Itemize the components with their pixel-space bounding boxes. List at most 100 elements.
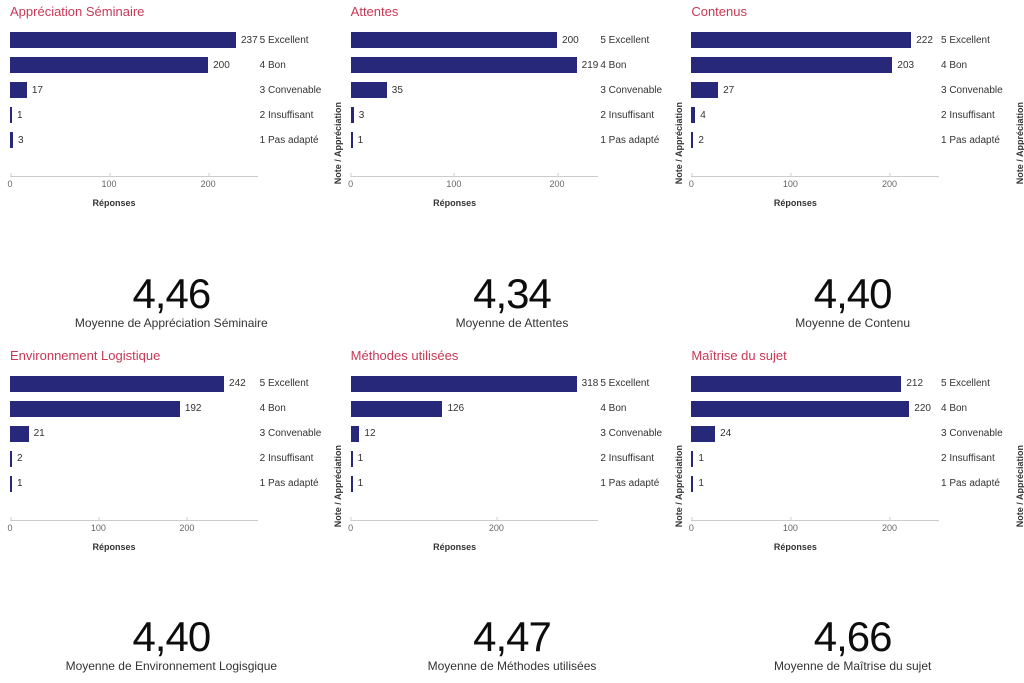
panel-title: Appréciation Séminaire bbox=[10, 4, 333, 19]
bar-rect bbox=[10, 451, 12, 467]
bar-value-label: 1 bbox=[358, 135, 364, 146]
bar-value-label: 1 bbox=[698, 478, 704, 489]
bar-row: 243 Convenable bbox=[691, 423, 939, 445]
bar-value-label: 242 bbox=[229, 378, 246, 389]
bar-value-label: 17 bbox=[32, 85, 43, 96]
x-tick: 100 bbox=[783, 521, 798, 533]
metric-label: Moyenne de Maîtrise du sujet bbox=[691, 659, 1014, 673]
bar-row: 12 Insuffisant bbox=[351, 448, 599, 470]
bar-category-label: 2 Insuffisant bbox=[941, 110, 1011, 121]
bar-row: 11 Pas adapté bbox=[351, 129, 599, 151]
bar-rect bbox=[10, 376, 224, 392]
bar-category-label: 4 Bon bbox=[941, 403, 1011, 414]
bar-category-label: 1 Pas adapté bbox=[260, 135, 330, 146]
bar-category-label: 5 Excellent bbox=[260, 35, 330, 46]
bar-category-label: 5 Excellent bbox=[260, 378, 330, 389]
bar-category-label: 1 Pas adapté bbox=[600, 478, 670, 489]
bar-value-label: 1 bbox=[358, 453, 364, 464]
metric-value: 4,40 bbox=[691, 270, 1014, 318]
bar-category-label: 5 Excellent bbox=[941, 35, 1011, 46]
bar-value-label: 192 bbox=[185, 403, 202, 414]
bar-rect bbox=[351, 476, 353, 492]
bar-value-label: 3 bbox=[359, 110, 365, 121]
bar-category-label: 1 Pas adapté bbox=[600, 135, 670, 146]
bar-rect bbox=[351, 132, 353, 148]
panel-title: Méthodes utilisées bbox=[351, 348, 674, 363]
x-axis-label: Réponses bbox=[433, 198, 476, 208]
bar-rect bbox=[691, 82, 718, 98]
metric-value: 4,66 bbox=[691, 613, 1014, 661]
bars-area: 2005 Excellent2194 Bon353 Convenable32 I… bbox=[351, 29, 674, 174]
metric-value: 4,47 bbox=[351, 613, 674, 661]
x-tick: 100 bbox=[783, 177, 798, 189]
bar-rect bbox=[10, 426, 29, 442]
x-axis-label: Réponses bbox=[774, 542, 817, 552]
x-tick: 200 bbox=[201, 177, 216, 189]
bar-value-label: 126 bbox=[447, 403, 464, 414]
panel-attentes: Attentes 2005 Excellent2194 Bon353 Conve… bbox=[351, 4, 674, 336]
bar-category-label: 2 Insuffisant bbox=[260, 110, 330, 121]
x-tick: 200 bbox=[882, 521, 897, 533]
metric-label: Moyenne de Méthodes utilisées bbox=[351, 659, 674, 673]
x-tick: 0 bbox=[7, 521, 12, 533]
bar-rect bbox=[10, 132, 13, 148]
bar-value-label: 1 bbox=[17, 110, 23, 121]
bar-value-label: 4 bbox=[700, 110, 706, 121]
bar-value-label: 220 bbox=[914, 403, 931, 414]
bar-chart: 2375 Excellent 2004 Bon 173 Convenable 1 2 I… bbox=[10, 29, 333, 174]
x-axis-label: Réponses bbox=[774, 198, 817, 208]
bar-value-label: 1 bbox=[698, 453, 704, 464]
bar-value-label: 2 bbox=[698, 135, 704, 146]
metric-value: 4,34 bbox=[351, 270, 674, 318]
bars-area: 2225 Excellent2034 Bon273 Convenable42 I… bbox=[691, 29, 1014, 174]
bar-row: 2425 Excellent bbox=[10, 373, 258, 395]
panel-environnement: Environnement Logistique 2425 Excellent1… bbox=[10, 348, 333, 680]
bar-category-label: 4 Bon bbox=[600, 60, 670, 71]
bar-value-label: 200 bbox=[213, 60, 230, 71]
x-axis-label: Réponses bbox=[93, 542, 136, 552]
x-axis: Réponses 0100200 bbox=[351, 176, 599, 198]
bar-value-label: 2 bbox=[17, 453, 23, 464]
metric-block: 4,66 Moyenne de Maîtrise du sujet bbox=[691, 613, 1014, 679]
bar-row: 2004 Bon bbox=[10, 54, 258, 76]
bar-chart: 3185 Excellent1264 Bon123 Convenable12 I… bbox=[351, 373, 674, 518]
bar-rect bbox=[10, 401, 180, 417]
bar-row: 1924 Bon bbox=[10, 398, 258, 420]
bar-value-label: 219 bbox=[582, 60, 599, 71]
x-tick: 200 bbox=[489, 521, 504, 533]
panel-methodes: Méthodes utilisées 3185 Excellent1264 Bo… bbox=[351, 348, 674, 680]
bar-value-label: 35 bbox=[392, 85, 403, 96]
bar-row: 2005 Excellent bbox=[351, 29, 599, 51]
bar-category-label: 4 Bon bbox=[600, 403, 670, 414]
x-tick: 200 bbox=[550, 177, 565, 189]
bar-category-label: 3 Convenable bbox=[600, 428, 670, 439]
bar-row: 1264 Bon bbox=[351, 398, 599, 420]
x-tick: 0 bbox=[348, 177, 353, 189]
x-tick: 100 bbox=[91, 521, 106, 533]
metric-value: 4,40 bbox=[10, 613, 333, 661]
panel-title: Attentes bbox=[351, 4, 674, 19]
bar-row: 11 Pas adapté bbox=[691, 473, 939, 495]
dashboard-grid: Appréciation Séminaire 2375 Excellent200… bbox=[10, 4, 1014, 679]
bar-rect bbox=[691, 376, 901, 392]
bar-rect bbox=[691, 476, 693, 492]
bar-value-label: 203 bbox=[897, 60, 914, 71]
bar-rect bbox=[351, 376, 577, 392]
bar-row: 2375 Excellent bbox=[10, 29, 258, 51]
bar-category-label: 1 Pas adapté bbox=[941, 478, 1011, 489]
bars-area: 2375 Excellent 2004 Bon 173 Convenable 1 2 I… bbox=[10, 29, 333, 174]
bar-row: 173 Convenable bbox=[10, 79, 258, 101]
bar-rect bbox=[351, 451, 353, 467]
bar-row: 2194 Bon bbox=[351, 54, 599, 76]
bar-row: 123 Convenable bbox=[351, 423, 599, 445]
bar-row: 11 Pas adapté bbox=[10, 473, 258, 495]
bar-row: 213 Convenable bbox=[10, 423, 258, 445]
bar-rect bbox=[691, 401, 909, 417]
bar-row: 11 Pas adapté bbox=[351, 473, 599, 495]
bar-row: 32 Insuffisant bbox=[351, 104, 599, 126]
bar-row: 31 Pas adapté bbox=[10, 129, 258, 151]
bar-chart: 2225 Excellent2034 Bon273 Convenable42 I… bbox=[691, 29, 1014, 174]
x-tick: 0 bbox=[7, 177, 12, 189]
y-axis-label: Note / Appréciation bbox=[674, 445, 684, 527]
bar-value-label: 200 bbox=[562, 35, 579, 46]
